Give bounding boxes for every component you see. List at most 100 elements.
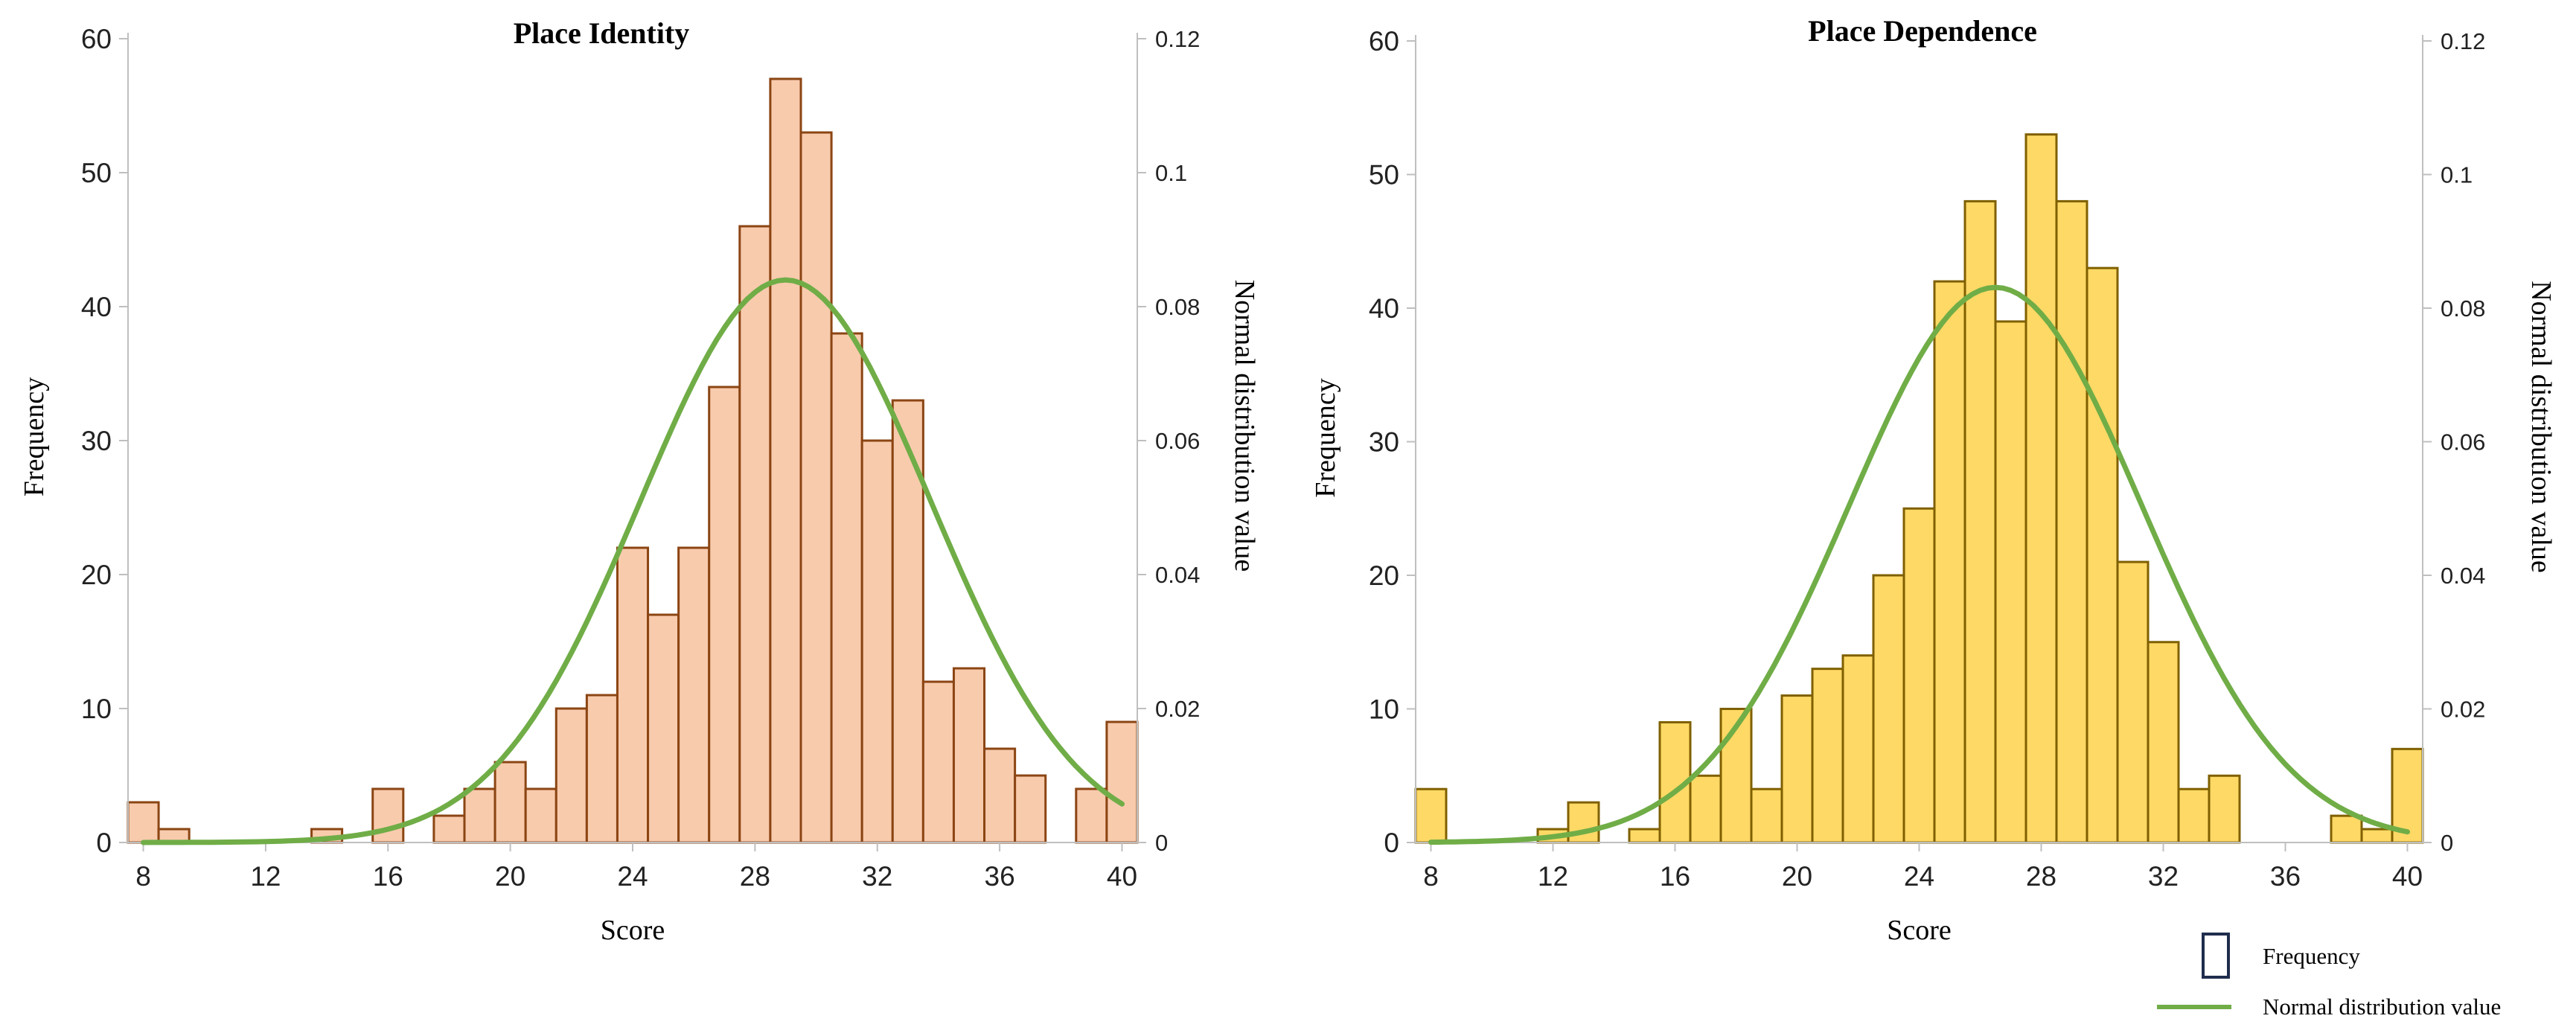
y-tick-label: 60 <box>1369 26 1399 57</box>
legend-frequency-label: Frequency <box>2263 943 2360 969</box>
y-tick-label: 50 <box>1369 160 1399 191</box>
x-tick-label: 20 <box>1782 861 1812 892</box>
normal-distribution-line <box>141 277 1125 845</box>
bar <box>647 613 680 844</box>
x-tick-label: 16 <box>1660 861 1690 892</box>
y2-tick-label: 0.1 <box>1155 160 1187 186</box>
bar <box>2086 266 2119 844</box>
bar <box>677 546 711 844</box>
x-tick-label: 8 <box>1423 861 1439 892</box>
bar <box>799 131 833 844</box>
x-tick-label: 40 <box>2392 861 2423 892</box>
bar <box>524 787 557 844</box>
y-tick-label: 0 <box>1384 828 1399 858</box>
y2-tick-label: 0.1 <box>2441 162 2473 188</box>
bar <box>2330 814 2363 844</box>
bar <box>952 667 986 844</box>
x-tick-label: 20 <box>495 861 525 892</box>
bar <box>1811 668 1844 844</box>
y2-tick-label: 0.02 <box>1155 696 1200 722</box>
bar <box>1075 787 1108 844</box>
y-tick-label: 20 <box>81 560 112 590</box>
bar <box>463 787 496 844</box>
chart-title: Place Dependence <box>1808 14 2037 48</box>
y2-tick-label: 0 <box>1155 830 1168 856</box>
bar <box>2116 560 2150 844</box>
y-tick-label: 0 <box>96 828 112 858</box>
x-tick-label: 8 <box>135 861 151 892</box>
x-tick-label: 32 <box>2148 861 2179 892</box>
bar <box>1841 654 1875 844</box>
x-tick-label: 24 <box>617 861 648 892</box>
y-tick-label: 30 <box>81 426 112 456</box>
y2-tick-label: 0.12 <box>1155 26 1200 52</box>
bar <box>2055 199 2088 844</box>
bar <box>432 814 466 844</box>
y2-tick-label: 0.08 <box>2441 295 2485 322</box>
bar <box>2147 641 2180 844</box>
bar <box>1994 320 2027 844</box>
x-tick-label: 28 <box>740 861 770 892</box>
x-tick-label: 12 <box>250 861 281 892</box>
y2-axis-label: Normal distribution value <box>2525 281 2557 573</box>
y2-tick-label: 0.06 <box>1155 428 1200 454</box>
bar <box>738 225 772 844</box>
bar <box>1780 694 1814 844</box>
bar <box>830 332 863 844</box>
legend-normal-label: Normal distribution value <box>2263 994 2501 1020</box>
bar <box>1628 828 1661 844</box>
legend-frequency-swatch <box>2202 933 2230 979</box>
bar <box>1872 574 1905 844</box>
bar <box>1719 708 1753 844</box>
bar <box>616 546 650 844</box>
y-tick-label: 40 <box>1369 293 1399 324</box>
bar <box>1689 774 1722 844</box>
y2-axis-label: Normal distribution value <box>1229 280 1260 572</box>
bar <box>769 77 802 844</box>
x-tick-label: 28 <box>2026 861 2056 892</box>
y2-tick-label: 0.08 <box>1155 294 1200 320</box>
bar <box>1414 787 1448 844</box>
x-tick-label: 32 <box>862 861 892 892</box>
y-tick-label: 40 <box>81 292 112 322</box>
y2-tick-label: 0.04 <box>2441 563 2485 589</box>
bar <box>2360 828 2394 844</box>
y-axis-label: Frequency <box>1310 378 1341 497</box>
bar <box>860 439 894 844</box>
bar <box>371 787 405 844</box>
bar <box>1902 507 1936 844</box>
y2-tick-label: 0.02 <box>2441 697 2485 723</box>
place-identity-chart: 0 10 20 30 40 50 60 0 0.02 0.04 0.06 0.08 0.1 0.12 8 12… <box>19 16 1260 946</box>
bar <box>127 801 160 844</box>
bar <box>983 747 1017 844</box>
x-tick-label: 40 <box>1107 861 1137 892</box>
y2-tick-label: 0.12 <box>2441 28 2485 54</box>
y2-tick-label: 0.04 <box>1155 562 1200 588</box>
x-tick-label: 12 <box>1538 861 1568 892</box>
x-tick-label: 24 <box>1904 861 1934 892</box>
y2-tick-label: 0 <box>2441 830 2453 856</box>
x-tick-label: 16 <box>373 861 403 892</box>
y-tick-label: 60 <box>81 24 112 54</box>
y-tick-label: 10 <box>1369 694 1399 725</box>
bar <box>2024 133 2058 844</box>
bar <box>2208 774 2241 844</box>
bar <box>1105 720 1139 844</box>
bar <box>585 694 619 844</box>
bar <box>2177 787 2211 844</box>
bar <box>708 386 741 844</box>
x-axis-label: Score <box>601 915 665 946</box>
chart-title: Place Identity <box>514 16 690 50</box>
y2-tick-label: 0.06 <box>2441 429 2485 455</box>
x-tick-label: 36 <box>2270 861 2301 892</box>
bar <box>1933 280 1966 844</box>
x-tick-label: 36 <box>985 861 1015 892</box>
y-tick-label: 30 <box>1369 427 1399 458</box>
normal-distribution-line <box>1428 284 2410 845</box>
y-axis-label: Frequency <box>19 377 50 496</box>
bar <box>554 707 588 844</box>
y-tick-label: 20 <box>1369 560 1399 591</box>
bar <box>1014 774 1047 844</box>
legend: Frequency Normal distribution value <box>2157 933 2501 1020</box>
